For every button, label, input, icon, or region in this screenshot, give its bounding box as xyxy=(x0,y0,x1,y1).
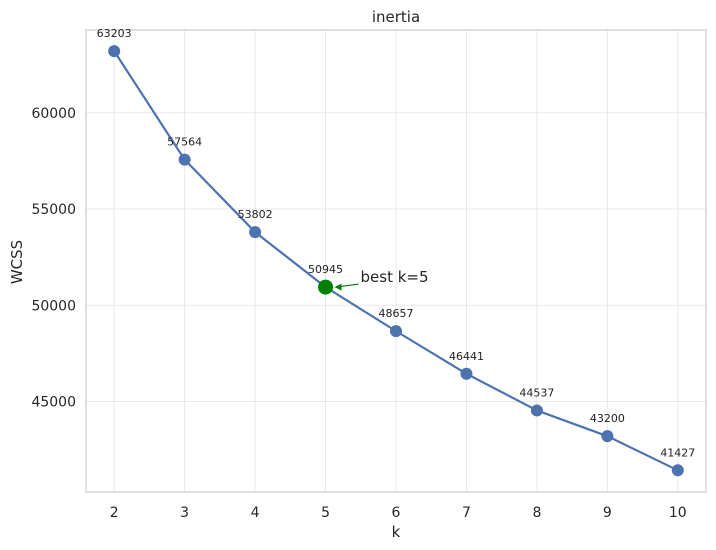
data-label: 63203 xyxy=(97,27,132,40)
data-point xyxy=(390,325,402,338)
data-label: 50945 xyxy=(308,263,343,276)
x-tick-label: 7 xyxy=(462,505,471,521)
plot-frame xyxy=(85,29,707,493)
x-axis-title: k xyxy=(392,523,401,541)
y-tick-label: 45000 xyxy=(31,395,76,411)
x-tick-label: 8 xyxy=(532,505,541,521)
data-labels: 63203 57564 53802 50945 48657 46441 44537 43200… xyxy=(97,27,696,459)
x-tick-label: 5 xyxy=(321,505,330,521)
data-label: 46441 xyxy=(449,350,484,363)
data-label: 48657 xyxy=(379,307,414,320)
series-wcss xyxy=(108,45,684,477)
data-point xyxy=(601,430,614,443)
x-tick-label: 6 xyxy=(392,505,401,521)
data-label: 57564 xyxy=(167,136,202,149)
best-k-point xyxy=(318,279,334,295)
x-axis-ticks: 2 3 4 5 6 7 8 9 10 xyxy=(110,505,687,521)
annotation-text: best k=5 xyxy=(361,268,429,286)
y-tick-label: 55000 xyxy=(31,202,76,218)
best-k-annotation: best k=5 xyxy=(334,268,429,291)
data-label: 41427 xyxy=(660,446,695,459)
y-axis-title: WCSS xyxy=(8,240,26,284)
data-point xyxy=(249,226,262,239)
data-point xyxy=(671,464,684,477)
data-label: 44537 xyxy=(519,386,554,399)
data-label: 53802 xyxy=(238,208,273,221)
y-tick-label: 50000 xyxy=(31,298,76,314)
x-tick-label: 4 xyxy=(251,505,260,521)
data-point xyxy=(460,367,473,380)
data-point xyxy=(530,404,543,417)
data-point xyxy=(178,153,191,166)
y-tick-label: 60000 xyxy=(31,106,76,122)
data-label: 43200 xyxy=(590,412,625,425)
data-point xyxy=(108,45,121,58)
x-tick-label: 3 xyxy=(180,505,189,521)
x-tick-label: 2 xyxy=(110,505,119,521)
x-tick-label: 9 xyxy=(603,505,612,521)
y-axis-ticks: 45000 50000 55000 60000 xyxy=(31,106,76,411)
grid xyxy=(86,30,706,492)
chart-title: inertia xyxy=(372,8,420,26)
annotation-arrow-head xyxy=(334,283,342,291)
x-tick-label: 10 xyxy=(669,505,687,521)
